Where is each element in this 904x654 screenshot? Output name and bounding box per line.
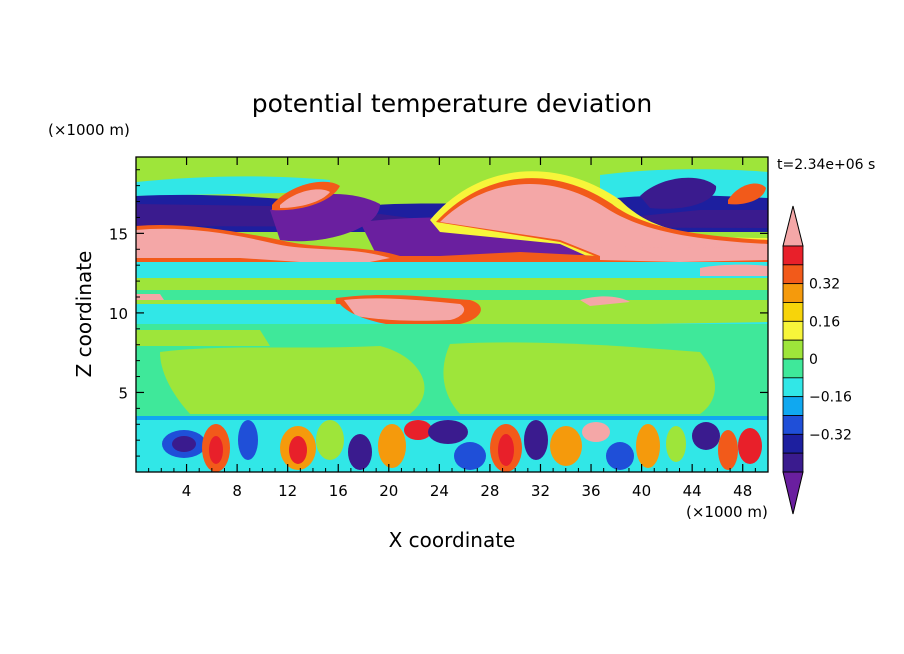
bl-blob-6 bbox=[348, 434, 372, 470]
bl-blob-17 bbox=[666, 426, 686, 462]
boundary-layer-top-line bbox=[136, 416, 768, 420]
x-tick-label: 48 bbox=[733, 482, 752, 500]
x-tick-label: 44 bbox=[683, 482, 702, 500]
x-tick-label: 16 bbox=[329, 482, 348, 500]
cyan-layer bbox=[136, 262, 768, 278]
x-tick-label: 24 bbox=[430, 482, 449, 500]
colorbar-top-extend bbox=[782, 205, 804, 247]
bl-blob-12 bbox=[524, 420, 548, 460]
bl-blob-4-core bbox=[289, 436, 307, 464]
bl-blob-14 bbox=[582, 422, 610, 442]
top-cyan-blob bbox=[136, 176, 330, 196]
warm-layer bbox=[136, 228, 390, 268]
bl-blob-9 bbox=[428, 420, 468, 444]
time-label: t=2.34e+06 s bbox=[777, 157, 875, 173]
y-tick-label: 15 bbox=[109, 225, 128, 243]
warm-dome-inner bbox=[440, 184, 768, 256]
bl-blob-18 bbox=[692, 422, 720, 450]
colorbar-bin bbox=[782, 283, 804, 303]
x-tick-label: 4 bbox=[182, 482, 192, 500]
colorbar-tick-label: 0.16 bbox=[809, 314, 840, 330]
y-axis-label: Z coordinate bbox=[72, 251, 96, 378]
x-tick-label: 40 bbox=[632, 482, 651, 500]
bl-blob-15 bbox=[606, 442, 634, 470]
bl-blob-8 bbox=[404, 420, 432, 440]
y-tick-label: 10 bbox=[109, 305, 128, 323]
chart-title: potential temperature deviation bbox=[252, 89, 652, 118]
x-unit-label: (×1000 m) bbox=[686, 503, 768, 521]
x-tick-label: 36 bbox=[581, 482, 600, 500]
teal-band bbox=[136, 290, 768, 300]
x-tick-label: 8 bbox=[232, 482, 242, 500]
bl-blob-16 bbox=[636, 424, 660, 468]
contour-field bbox=[136, 157, 768, 472]
y-tick-label: 5 bbox=[118, 384, 128, 402]
bl-blob-7 bbox=[378, 424, 406, 468]
colorbar-bin bbox=[782, 433, 804, 454]
colorbar-tick-label: 0.32 bbox=[809, 277, 840, 293]
bl-blob-5 bbox=[316, 420, 344, 460]
warm-patch-center-core bbox=[344, 298, 465, 321]
colorbar-bin bbox=[782, 302, 804, 322]
colorbar-bin bbox=[782, 264, 804, 285]
colorbar-bin bbox=[782, 245, 804, 266]
bl-blob-20 bbox=[738, 428, 762, 464]
y-unit-label: (×1000 m) bbox=[48, 121, 130, 139]
colorbar-bin bbox=[782, 396, 804, 416]
colorbar-bin bbox=[782, 377, 804, 398]
mid-green-patch-center bbox=[160, 346, 425, 414]
x-tick-label: 32 bbox=[531, 482, 550, 500]
warm-layer-right bbox=[600, 244, 768, 262]
colorbar-bin bbox=[782, 452, 804, 473]
right-dark-cap bbox=[640, 177, 717, 209]
green-layer bbox=[136, 278, 768, 292]
cyan-stripe bbox=[136, 304, 768, 328]
bl-blob-13 bbox=[550, 426, 582, 466]
mid-green-patch-left bbox=[136, 330, 270, 346]
bl-blob-10 bbox=[454, 442, 486, 470]
warm-patch-left bbox=[136, 294, 164, 300]
warm-patch-right bbox=[580, 296, 630, 306]
bl-blob-11-core bbox=[498, 434, 514, 466]
right-warm-cap bbox=[728, 183, 766, 205]
y-ticks: 5 10 15 bbox=[109, 169, 768, 457]
x-tick-label: 20 bbox=[379, 482, 398, 500]
x-ticks: 4 8 12 16 20 24 28 32 36 40 44 48 bbox=[148, 157, 756, 500]
colorbar: 0.32 0.16 0 −0.16 −0.32 bbox=[782, 205, 852, 515]
left-warm-cap-core bbox=[280, 189, 330, 208]
x-tick-label: 12 bbox=[278, 482, 297, 500]
x-axis-label: X coordinate bbox=[389, 528, 516, 552]
colorbar-tick-label: −0.16 bbox=[809, 390, 852, 406]
colorbar-bin bbox=[782, 339, 804, 360]
bl-blob-1-core bbox=[172, 436, 196, 452]
x-tick-label: 28 bbox=[480, 482, 499, 500]
colorbar-bin bbox=[782, 320, 804, 341]
colorbar-tick-label: 0 bbox=[809, 352, 818, 368]
bl-blob-3 bbox=[238, 420, 258, 460]
mid-green-patch-right bbox=[443, 342, 715, 414]
colorbar-bottom-extend bbox=[782, 471, 804, 515]
colorbar-bin bbox=[782, 415, 804, 435]
right-warm-patch bbox=[700, 264, 768, 276]
bl-blob-19 bbox=[718, 430, 738, 470]
top-band bbox=[136, 157, 768, 179]
bl-blob-2-core bbox=[209, 436, 223, 464]
colorbar-bin bbox=[782, 358, 804, 379]
colorbar-tick-label: −0.32 bbox=[809, 427, 852, 443]
